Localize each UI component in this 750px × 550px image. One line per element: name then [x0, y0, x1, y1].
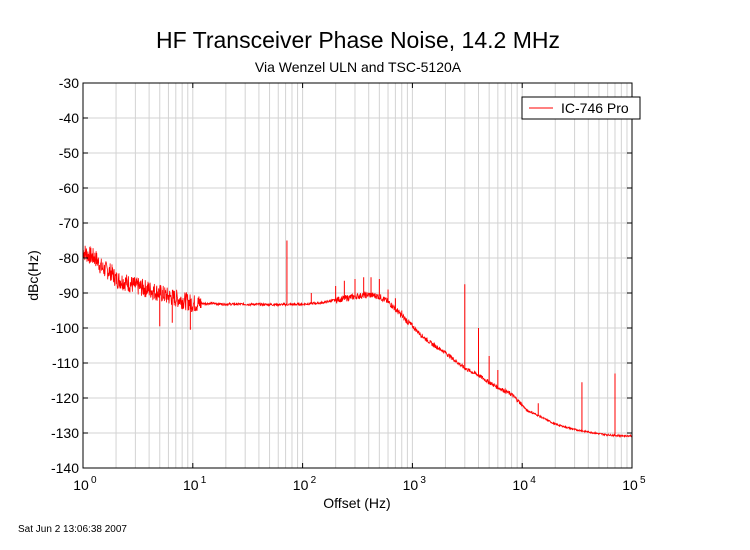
- x-tick-label: 10: [73, 477, 89, 493]
- y-tick-label: -30: [59, 75, 79, 91]
- x-tick-exponent: 0: [91, 475, 97, 486]
- x-tick-label: 10: [403, 477, 419, 493]
- y-tick-label: -110: [52, 355, 79, 371]
- plot-frame: [82, 82, 633, 469]
- series-layer: [82, 240, 633, 439]
- series-line-ic-746-pro: [82, 245, 633, 439]
- timestamp: Sat Jun 2 13:06:38 2007: [18, 524, 127, 535]
- y-axis-label: dBc(Hz): [25, 250, 41, 301]
- grid-lines: [83, 83, 632, 468]
- y-tick-label: -120: [51, 390, 79, 406]
- x-tick-label: 10: [183, 477, 199, 493]
- x-tick-exponent: 3: [420, 475, 426, 486]
- y-tick-label: -100: [51, 320, 79, 336]
- axis-ticks: -30 -40 -50 -60 -70 -80 -90 -100 -110 -120 -130 -14…: [51, 75, 646, 493]
- x-tick-exponent: 5: [640, 475, 646, 486]
- x-tick-label: 10: [512, 477, 528, 493]
- y-tick-label: -40: [59, 110, 79, 126]
- y-tick-label: -130: [51, 425, 79, 441]
- y-tick-label: -60: [59, 180, 79, 196]
- y-tick-label: -90: [59, 285, 79, 301]
- chart-title: HF Transceiver Phase Noise, 14.2 MHz: [156, 27, 560, 53]
- x-tick-label: 10: [622, 477, 638, 493]
- y-tick-label: -140: [51, 460, 79, 476]
- y-tick-label: -50: [59, 145, 79, 161]
- x-tick-label: 10: [293, 477, 309, 493]
- y-tick-label: -70: [59, 215, 79, 231]
- legend-box: [521, 96, 641, 120]
- x-tick-exponent: 1: [201, 475, 207, 486]
- y-tick-label: -80: [59, 250, 79, 266]
- x-tick-exponent: 4: [530, 475, 536, 486]
- x-tick-exponent: 2: [311, 475, 317, 486]
- legend-label: IC-746 Pro: [561, 100, 629, 116]
- legend: IC-746 Pro: [521, 96, 641, 120]
- chart-subtitle: Via Wenzel ULN and TSC-5120A: [255, 59, 462, 75]
- x-axis-label: Offset (Hz): [323, 495, 390, 511]
